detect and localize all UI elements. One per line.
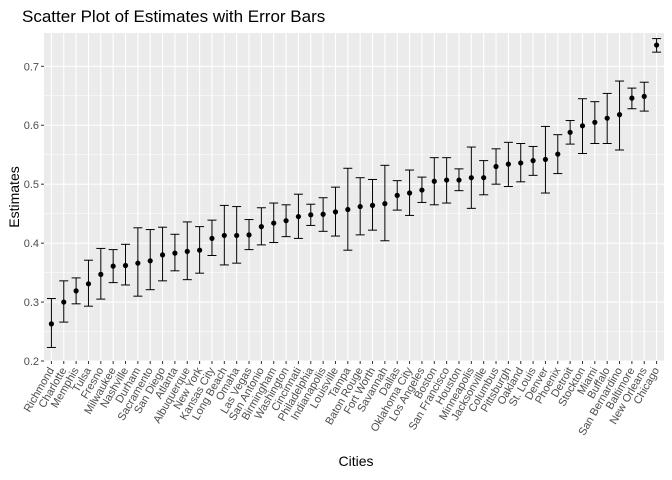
data-point	[382, 201, 388, 207]
x-axis: RichmondCharlotteMemphisTulsaFresnoMilwa…	[22, 361, 662, 438]
data-point	[308, 212, 314, 218]
chart-title: Scatter Plot of Estimates with Error Bar…	[22, 7, 325, 26]
data-point	[110, 263, 116, 269]
data-point	[258, 224, 264, 230]
data-point	[641, 93, 647, 99]
y-tick-label: 0.6	[24, 120, 39, 132]
y-tick-label: 0.2	[24, 356, 39, 368]
data-point	[332, 209, 339, 215]
data-point	[246, 232, 252, 238]
data-point	[555, 151, 561, 157]
data-point	[592, 119, 598, 125]
data-point	[653, 42, 660, 48]
data-point	[283, 218, 289, 224]
y-tick-label: 0.5	[24, 179, 39, 191]
y-tick-label: 0.4	[24, 238, 39, 250]
data-point	[567, 129, 573, 135]
data-point	[616, 112, 623, 118]
data-point	[530, 158, 536, 164]
data-point	[542, 156, 549, 163]
data-point	[468, 175, 474, 181]
data-point	[419, 187, 425, 193]
x-axis-title: Cities	[338, 453, 373, 469]
data-point	[98, 271, 104, 277]
y-tick-label: 0.7	[24, 61, 39, 73]
data-point	[345, 206, 351, 213]
data-point	[172, 250, 178, 256]
data-point	[604, 115, 610, 121]
data-point	[579, 123, 586, 129]
data-point	[394, 192, 400, 198]
data-point	[295, 213, 302, 220]
data-point	[629, 95, 635, 101]
data-point	[320, 211, 326, 217]
data-point	[73, 288, 79, 294]
data-point	[184, 248, 190, 254]
data-point	[271, 220, 277, 226]
plot-panel	[44, 33, 664, 361]
y-axis: 0.2 0.3 0.4 0.5 0.6 0.7	[24, 61, 44, 368]
data-point	[518, 160, 524, 166]
data-point	[357, 203, 363, 210]
data-point	[221, 232, 227, 239]
data-point	[444, 177, 450, 183]
data-point	[48, 321, 55, 327]
data-point	[406, 190, 413, 196]
data-point	[234, 232, 240, 239]
data-point	[456, 177, 462, 183]
y-axis-title: Estimates	[6, 166, 22, 227]
data-point	[369, 202, 376, 208]
data-points	[48, 42, 660, 327]
data-point	[431, 178, 437, 184]
data-point	[493, 163, 499, 170]
data-point	[147, 258, 153, 264]
y-tick-label: 0.3	[24, 297, 39, 309]
data-point	[122, 262, 129, 269]
data-point	[85, 281, 92, 287]
data-point	[135, 260, 141, 266]
grid-lines	[44, 33, 664, 362]
data-point	[481, 175, 487, 181]
data-point	[209, 235, 215, 242]
data-point	[505, 161, 511, 167]
data-point	[159, 252, 166, 258]
data-point	[61, 299, 67, 305]
data-point	[197, 247, 203, 253]
